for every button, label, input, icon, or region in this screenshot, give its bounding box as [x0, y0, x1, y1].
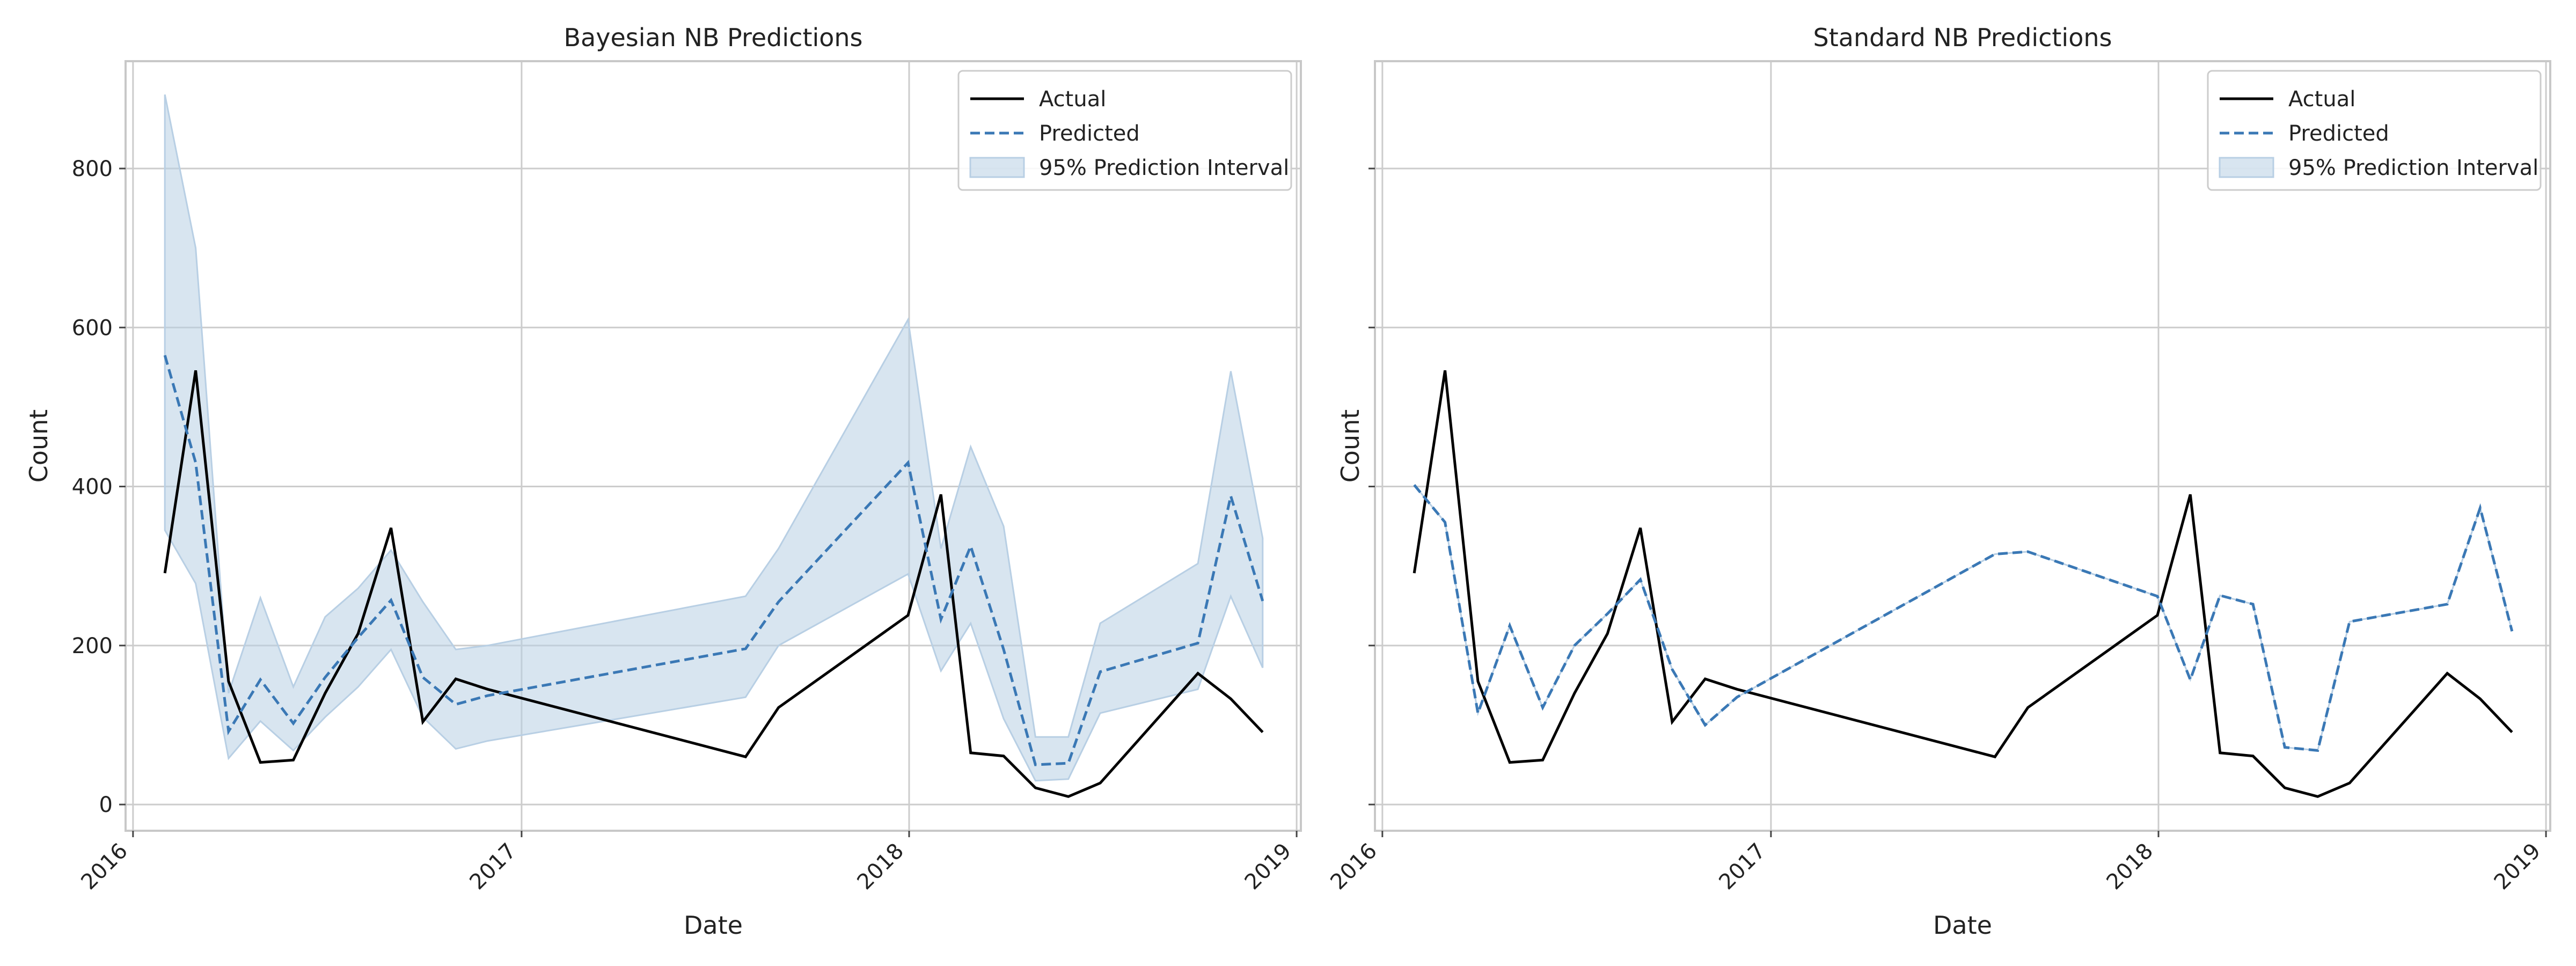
- y-tick-label: 800: [72, 157, 113, 181]
- chart-panel-standard: 2016 2017 2018 2019 Standard NB Predictions D…: [1326, 23, 2551, 940]
- y-tick-label: 200: [72, 634, 113, 658]
- legend: Actual Predicted 95% Prediction Interval: [957, 70, 1292, 191]
- chart-title: Standard NB Predictions: [1813, 23, 2112, 52]
- x-tick-label: 2018: [853, 839, 909, 895]
- actual-line: [1413, 370, 2513, 798]
- prediction-interval-band: [164, 94, 1264, 782]
- legend-label: Actual: [2288, 87, 2355, 112]
- x-tick-label: 2017: [1714, 839, 1770, 895]
- x-tick-label: 2016: [76, 839, 133, 895]
- y-tick-label: 400: [72, 475, 113, 500]
- chart-title: Bayesian NB Predictions: [564, 23, 862, 52]
- legend-frame: [2207, 70, 2542, 191]
- y-axis-title: Count: [24, 409, 53, 483]
- legend: Actual Predicted 95% Prediction Interval: [2207, 70, 2542, 191]
- actual-line: [163, 370, 1264, 798]
- x-axis-title: Date: [1933, 911, 1992, 940]
- legend-label: 95% Prediction Interval: [2288, 156, 2538, 180]
- x-tick-label: 2018: [2102, 839, 2158, 895]
- chart-panel-bayesian: 0 200 400 600 800 2016 2017 2018 2019 Bayesian NB…: [24, 23, 1302, 940]
- legend-swatch-band: [2219, 157, 2274, 178]
- x-axis-title: Date: [684, 911, 743, 940]
- predicted-line: [1413, 484, 2514, 752]
- predicted-line: [163, 355, 1264, 766]
- x-tick-label: 2019: [1240, 839, 1297, 895]
- legend-swatch-band: [969, 157, 1025, 178]
- legend-frame: [957, 70, 1292, 191]
- legend-label: Predicted: [1039, 121, 1140, 146]
- legend-label: Predicted: [2288, 121, 2389, 146]
- y-tick-label: 0: [99, 793, 113, 817]
- legend-label: 95% Prediction Interval: [1039, 156, 1289, 180]
- y-tick-label: 600: [72, 316, 113, 340]
- x-tick-label: 2017: [465, 839, 521, 895]
- x-tick-label: 2019: [2490, 839, 2546, 895]
- legend-label: Actual: [1039, 87, 1106, 112]
- plot-frame: [125, 60, 1302, 832]
- y-axis-title: Count: [1336, 409, 1365, 483]
- prediction-interval-band: [1414, 484, 2513, 752]
- plot-frame: [1374, 60, 2551, 832]
- x-tick-label: 2016: [1326, 839, 1382, 895]
